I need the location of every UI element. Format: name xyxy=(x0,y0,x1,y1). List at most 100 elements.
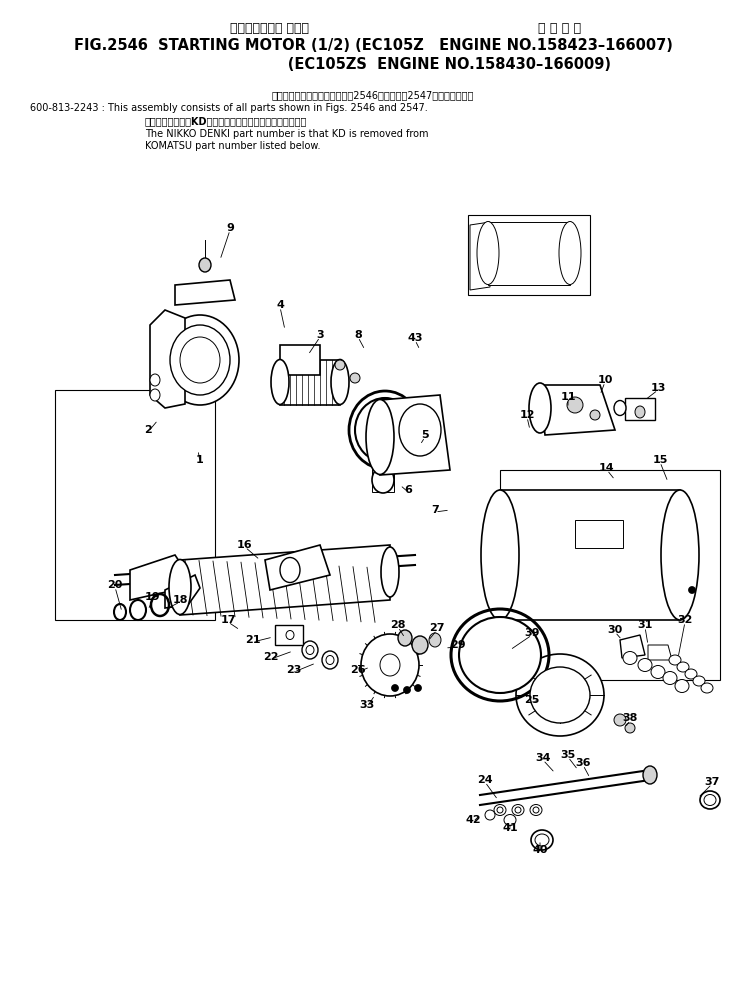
Ellipse shape xyxy=(170,325,230,395)
Ellipse shape xyxy=(199,258,211,272)
Ellipse shape xyxy=(614,401,626,415)
Text: 33: 33 xyxy=(359,700,375,710)
Text: 19: 19 xyxy=(145,592,161,602)
Text: 通 用 号 機: 通 用 号 機 xyxy=(539,22,582,35)
Ellipse shape xyxy=(515,807,521,813)
Ellipse shape xyxy=(286,631,294,640)
Polygon shape xyxy=(280,360,340,405)
Ellipse shape xyxy=(481,490,519,620)
Ellipse shape xyxy=(366,400,394,475)
Text: 25: 25 xyxy=(524,695,539,705)
Text: 23: 23 xyxy=(286,665,302,675)
Text: 35: 35 xyxy=(560,750,576,760)
Ellipse shape xyxy=(412,636,428,654)
Text: 8: 8 xyxy=(354,330,362,340)
Ellipse shape xyxy=(535,834,549,846)
Ellipse shape xyxy=(271,359,289,405)
Ellipse shape xyxy=(302,641,318,659)
Ellipse shape xyxy=(663,672,677,684)
Text: 7: 7 xyxy=(431,505,439,515)
Ellipse shape xyxy=(677,662,689,672)
Ellipse shape xyxy=(533,807,539,813)
Ellipse shape xyxy=(661,490,699,620)
Ellipse shape xyxy=(180,337,220,383)
Text: 27: 27 xyxy=(430,623,444,633)
Text: 28: 28 xyxy=(390,620,406,630)
Text: KOMATSU part number listed below.: KOMATSU part number listed below. xyxy=(145,141,320,151)
Polygon shape xyxy=(380,395,450,475)
Ellipse shape xyxy=(335,360,345,370)
Bar xyxy=(575,520,623,548)
Text: 3: 3 xyxy=(316,330,323,340)
Polygon shape xyxy=(500,490,680,620)
Ellipse shape xyxy=(391,684,398,691)
Ellipse shape xyxy=(459,617,541,693)
Ellipse shape xyxy=(638,659,652,672)
Text: 9: 9 xyxy=(226,223,234,233)
Polygon shape xyxy=(265,545,330,590)
Text: 43: 43 xyxy=(407,333,423,343)
Ellipse shape xyxy=(651,666,665,678)
Text: 16: 16 xyxy=(238,540,252,550)
Ellipse shape xyxy=(701,683,713,693)
Polygon shape xyxy=(150,310,185,408)
Ellipse shape xyxy=(398,630,412,646)
Ellipse shape xyxy=(403,686,411,693)
Ellipse shape xyxy=(530,667,590,723)
Ellipse shape xyxy=(559,222,581,285)
Polygon shape xyxy=(180,545,390,615)
Ellipse shape xyxy=(477,222,499,285)
Text: 22: 22 xyxy=(263,652,279,662)
Polygon shape xyxy=(620,635,645,658)
Text: 30: 30 xyxy=(607,625,623,635)
Polygon shape xyxy=(540,385,615,435)
Text: このアセンブリの構成部品は第2546図および第2547図を含みます。: このアセンブリの構成部品は第2546図および第2547図を含みます。 xyxy=(272,90,474,100)
Text: 品番のメーカ記号KDを抜いたものが日興電機の品番です。: 品番のメーカ記号KDを抜いたものが日興電機の品番です。 xyxy=(145,116,307,126)
Ellipse shape xyxy=(669,655,681,665)
Text: 4: 4 xyxy=(276,300,284,310)
Ellipse shape xyxy=(326,656,334,665)
Ellipse shape xyxy=(280,558,300,583)
Ellipse shape xyxy=(693,676,705,686)
Bar xyxy=(625,398,655,420)
Ellipse shape xyxy=(504,815,516,826)
Text: 12: 12 xyxy=(519,410,535,420)
Ellipse shape xyxy=(643,766,657,784)
Ellipse shape xyxy=(150,389,160,401)
Ellipse shape xyxy=(623,652,637,665)
Text: 1: 1 xyxy=(196,455,204,465)
Text: 5: 5 xyxy=(421,430,429,440)
Text: 40: 40 xyxy=(533,845,548,855)
Ellipse shape xyxy=(415,684,421,691)
Polygon shape xyxy=(372,468,394,492)
Ellipse shape xyxy=(322,651,338,669)
Text: 14: 14 xyxy=(599,463,615,473)
Text: 26: 26 xyxy=(350,665,366,675)
Text: 42: 42 xyxy=(465,815,481,825)
Ellipse shape xyxy=(700,791,720,809)
Ellipse shape xyxy=(350,373,360,383)
Ellipse shape xyxy=(512,804,524,816)
Text: 2: 2 xyxy=(144,425,152,435)
Ellipse shape xyxy=(494,804,506,816)
Ellipse shape xyxy=(497,807,503,813)
Text: 600-813-2243 : This assembly consists of all parts shown in Figs. 2546 and 2547.: 600-813-2243 : This assembly consists of… xyxy=(30,103,428,113)
Ellipse shape xyxy=(516,654,604,736)
Text: 13: 13 xyxy=(651,383,666,393)
Text: FIG.2546  STARTING MOTOR (1/2) (EC105Z   ENGINE NO.158423–166007): FIG.2546 STARTING MOTOR (1/2) (EC105Z EN… xyxy=(73,38,672,53)
Ellipse shape xyxy=(625,723,635,733)
Ellipse shape xyxy=(150,374,160,386)
Text: 18: 18 xyxy=(173,595,187,605)
Text: 36: 36 xyxy=(575,758,591,768)
Ellipse shape xyxy=(531,830,553,850)
Polygon shape xyxy=(470,222,490,290)
Text: The NIKKO DENKI part number is that KD is removed from: The NIKKO DENKI part number is that KD i… xyxy=(145,129,429,139)
Text: 31: 31 xyxy=(637,620,653,630)
Ellipse shape xyxy=(429,633,441,647)
Ellipse shape xyxy=(282,626,298,644)
Text: スターティング モータ: スターティング モータ xyxy=(231,22,309,35)
Text: 38: 38 xyxy=(622,713,638,723)
Text: 15: 15 xyxy=(652,455,668,465)
Bar xyxy=(275,625,303,645)
Ellipse shape xyxy=(372,467,394,493)
